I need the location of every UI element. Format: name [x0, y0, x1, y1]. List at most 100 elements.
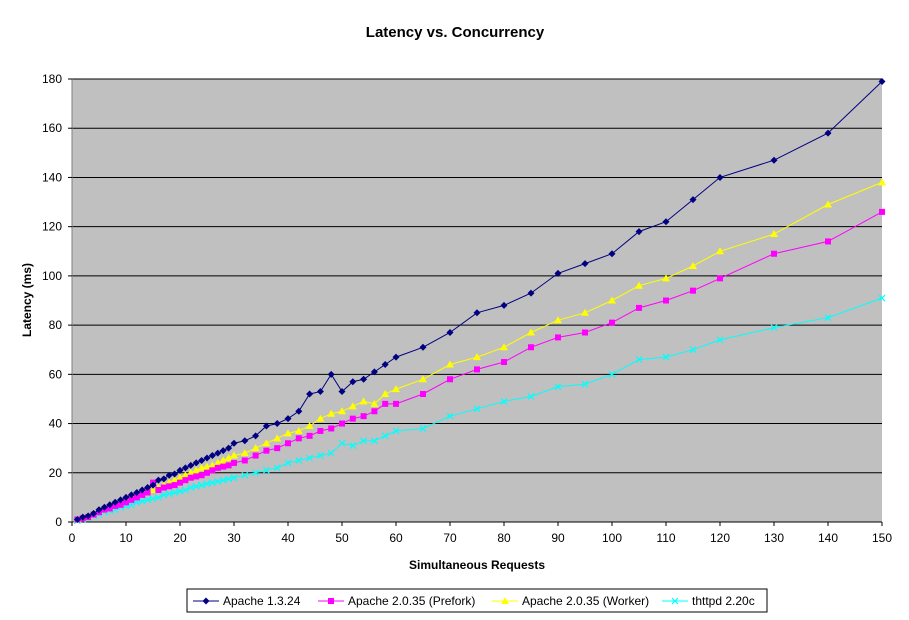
- data-point: [554, 383, 562, 391]
- legend-entry: Apache 2.0.35 (Prefork): [318, 594, 475, 608]
- data-point: [306, 454, 314, 462]
- data-point: [208, 452, 216, 460]
- data-point: [181, 464, 189, 472]
- data-point: [73, 516, 81, 524]
- x-tick-label: 50: [335, 531, 349, 545]
- x-axis-label: Simultaneous Requests: [409, 558, 545, 572]
- data-point: [420, 391, 426, 398]
- data-point: [214, 477, 222, 485]
- legend: Apache 1.3.24 Apache 2.0.35 (Prefork) Apac…: [186, 588, 768, 613]
- data-point: [252, 452, 259, 459]
- data-point: [878, 77, 886, 85]
- data-point: [133, 494, 140, 501]
- x-tick-label: 80: [497, 531, 511, 545]
- y-axis-label: Latency (ms): [20, 263, 34, 337]
- data-point: [555, 334, 561, 341]
- data-point: [381, 360, 389, 368]
- data-point: [117, 501, 124, 508]
- data-point: [193, 473, 200, 480]
- data-point: [90, 509, 98, 517]
- data-point: [474, 366, 480, 373]
- data-point: [381, 390, 390, 398]
- data-point: [284, 415, 292, 423]
- data-point: [770, 324, 778, 331]
- data-point: [106, 505, 113, 512]
- x-tick-label: 90: [551, 531, 565, 545]
- data-point: [144, 484, 152, 492]
- legend-entry: Apache 2.0.35 (Worker): [492, 594, 649, 608]
- y-tick-label: 60: [49, 367, 63, 381]
- data-point: [225, 475, 233, 483]
- data-point: [262, 422, 270, 430]
- data-point: [95, 506, 103, 514]
- data-point: [252, 469, 260, 477]
- data-point: [100, 503, 108, 511]
- data-point: [370, 399, 379, 407]
- data-point: [187, 461, 195, 469]
- data-point: [771, 250, 777, 257]
- data-point: [240, 449, 249, 457]
- data-point: [554, 269, 562, 277]
- data-point: [663, 297, 669, 304]
- data-point: [500, 301, 508, 309]
- data-point: [79, 513, 87, 521]
- data-point: [209, 467, 216, 474]
- data-point: [500, 397, 508, 405]
- y-tick-label: 120: [42, 220, 62, 234]
- data-point: [127, 491, 135, 499]
- data-point: [139, 491, 146, 498]
- data-point: [824, 129, 832, 137]
- x-tick-label: 70: [443, 531, 457, 545]
- x-tick-label: 40: [281, 531, 295, 545]
- data-point: [662, 274, 670, 282]
- data-point: [241, 471, 249, 479]
- data-point: [165, 471, 173, 479]
- data-point: [138, 497, 146, 505]
- x-tick-label: 120: [710, 531, 730, 545]
- data-point: [770, 230, 778, 238]
- data-point: [273, 420, 281, 428]
- data-point: [204, 469, 210, 476]
- data-point: [220, 463, 227, 470]
- data-point: [370, 437, 378, 445]
- data-point: [154, 476, 162, 484]
- data-point: [305, 422, 314, 430]
- data-point: [636, 304, 642, 311]
- data-point: [192, 459, 200, 467]
- series-0: [73, 77, 886, 524]
- data-point: [149, 481, 157, 489]
- data-point: [117, 496, 125, 504]
- data-point: [359, 397, 368, 405]
- series-layer: [73, 77, 886, 525]
- data-point: [349, 442, 357, 450]
- data-point: [635, 281, 643, 289]
- data-point: [878, 178, 886, 186]
- data-point: [360, 375, 368, 383]
- data-point: [716, 173, 724, 181]
- data-point: [382, 400, 389, 407]
- data-point: [84, 512, 92, 520]
- y-tick-label: 180: [42, 72, 62, 86]
- gridlines: [72, 78, 882, 474]
- data-point: [316, 452, 324, 459]
- y-tick-label: 100: [42, 269, 62, 283]
- legend-entry: thttpd 2.20c: [662, 594, 755, 608]
- data-point: [214, 464, 221, 471]
- y-tick-label: 0: [55, 515, 62, 529]
- legend-label: Apache 2.0.35 (Worker): [522, 594, 649, 608]
- data-point: [327, 409, 336, 417]
- data-point: [392, 353, 400, 361]
- data-point: [527, 393, 535, 400]
- data-point: [295, 407, 303, 415]
- data-point: [177, 479, 183, 486]
- legend-marker: [671, 597, 679, 605]
- data-point: [251, 444, 260, 452]
- data-point: [241, 457, 248, 464]
- data-point: [447, 376, 453, 383]
- x-tick-label: 10: [119, 531, 133, 545]
- data-point: [824, 200, 832, 208]
- data-point: [581, 380, 589, 388]
- data-point: [419, 425, 427, 432]
- data-point: [219, 456, 228, 464]
